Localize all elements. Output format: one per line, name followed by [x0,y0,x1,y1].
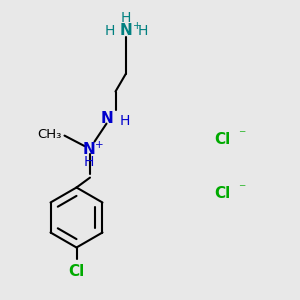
Text: H: H [83,155,94,169]
Text: +: + [133,21,142,31]
Text: Cl: Cl [214,186,231,201]
Text: H: H [121,11,131,25]
Text: N: N [82,142,95,158]
Text: ⁻: ⁻ [238,183,245,196]
Text: +: + [95,140,104,150]
Text: Cl: Cl [214,132,231,147]
Text: N: N [101,111,114,126]
Text: H: H [104,24,115,38]
Text: H: H [119,114,130,128]
Text: H: H [137,24,148,38]
Text: N: N [120,23,132,38]
Text: Cl: Cl [68,264,85,279]
Text: ⁻: ⁻ [238,129,245,142]
Text: CH₃: CH₃ [37,128,62,141]
